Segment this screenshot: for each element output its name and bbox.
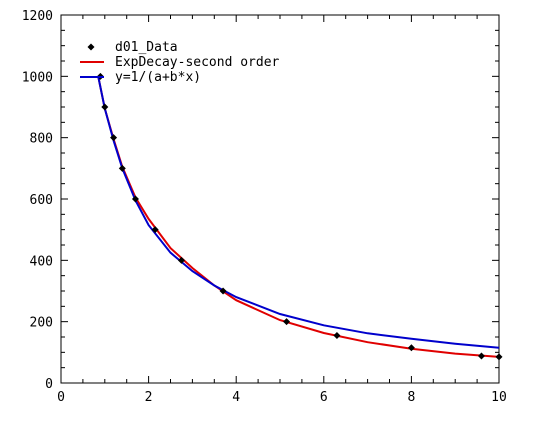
x-tick-label: 8 [407, 390, 415, 405]
y-tick-label: 200 [30, 316, 53, 331]
data-point [118, 164, 126, 172]
x-tick-label: 4 [232, 390, 240, 405]
y-tick-label: 600 [30, 193, 53, 208]
x-tick-label: 10 [491, 390, 507, 405]
data-point [495, 353, 503, 361]
axes: 0 2 4 6 8 10 0 200 400 600 800 1000 1200 [22, 9, 507, 405]
legend-marker [87, 43, 95, 51]
series-line [97, 76, 499, 349]
y-tick-label: 400 [30, 254, 53, 269]
x-tick-label: 0 [57, 390, 65, 405]
y-tick-label: 1000 [22, 70, 53, 85]
y-tick-label: 800 [30, 132, 53, 147]
legend-label: ExpDecay-second order [115, 55, 280, 70]
x-tick-label: 2 [145, 390, 153, 405]
x-tick-label: 6 [320, 390, 328, 405]
data-point [110, 134, 118, 142]
data-point [219, 287, 227, 295]
data-point [177, 256, 185, 264]
data-point [477, 352, 485, 360]
legend-label: y=1/(a+b*x) [115, 70, 201, 85]
series-layer [96, 72, 503, 361]
y-tick-label: 1200 [22, 9, 53, 24]
data-point [407, 344, 415, 352]
data-point [101, 103, 109, 111]
data-point [131, 195, 139, 203]
data-point [283, 318, 291, 326]
legend-label: d01_Data [115, 40, 178, 55]
y-tick-label: 0 [45, 377, 53, 392]
data-point [333, 331, 341, 339]
data-point [151, 226, 159, 234]
